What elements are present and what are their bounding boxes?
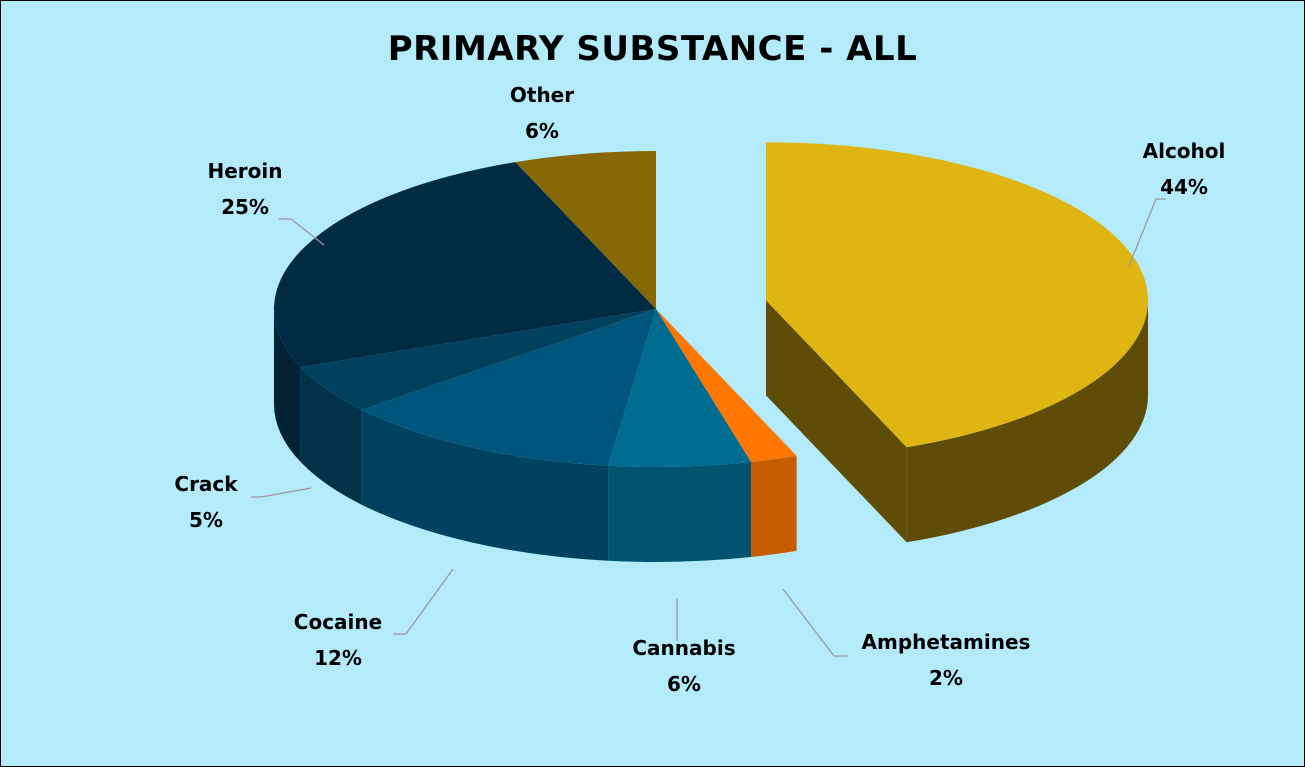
slice-value-crack: 5% (189, 508, 223, 532)
leader-line-crack (251, 487, 312, 498)
slice-side-alcohol (906, 300, 1149, 543)
leader-line-cocaine (393, 568, 454, 635)
slice-heroin (273, 162, 656, 368)
slice-label-other: Other (510, 83, 574, 107)
slice-cut-face-alcohol (766, 300, 907, 543)
slice-amphetamines (656, 309, 797, 463)
leader-line-alcohol (1128, 198, 1166, 267)
slice-alcohol (766, 142, 1149, 448)
slice-cannabis (608, 309, 751, 467)
slice-label-cannabis: Cannabis (632, 636, 735, 660)
slice-label-amphetamines: Amphetamines (862, 630, 1031, 654)
leader-line-amphetamines (782, 588, 848, 657)
slice-value-cocaine: 12% (314, 646, 362, 670)
slice-label-cocaine: Cocaine (294, 610, 382, 634)
slice-value-heroin: 25% (221, 195, 269, 219)
slice-label-heroin: Heroin (208, 159, 283, 183)
leader-line-heroin (279, 218, 325, 246)
slice-other (515, 151, 656, 309)
slice-value-cannabis: 6% (667, 672, 701, 696)
slice-value-alcohol: 44% (1160, 175, 1208, 199)
slice-label-crack: Crack (174, 472, 238, 496)
slice-side-crack (300, 367, 362, 505)
slice-value-amphetamines: 2% (929, 666, 963, 690)
slice-side-cannabis (608, 462, 751, 562)
slice-label-alcohol: Alcohol (1143, 139, 1226, 163)
slice-crack (300, 309, 656, 410)
slice-side-amphetamines (750, 455, 797, 558)
chart-title: PRIMARY SUBSTANCE - ALL (387, 29, 918, 69)
slice-side-cocaine (361, 409, 609, 561)
slice-side-heroin (274, 309, 301, 463)
slice-cocaine (361, 309, 656, 466)
slice-value-other: 6% (525, 119, 559, 143)
